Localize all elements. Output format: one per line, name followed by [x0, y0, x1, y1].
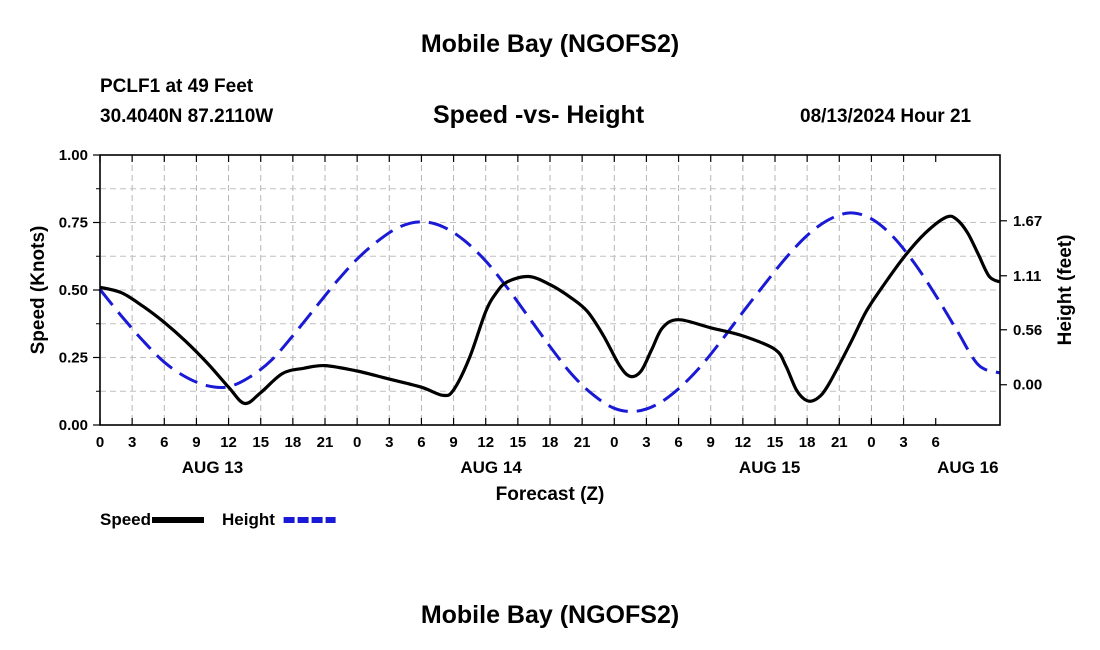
x-tick-label: 12 [477, 434, 494, 451]
right-y-axis-title: Height (feet) [1055, 235, 1076, 346]
x-tick-label: 6 [674, 434, 682, 451]
right-y-tick-label: 0.56 [1013, 322, 1042, 339]
left-y-tick-label: 0.00 [59, 417, 88, 434]
x-tick-label: 9 [707, 434, 715, 451]
x-tick-label: 3 [128, 434, 136, 451]
x-tick-label: 0 [610, 434, 618, 451]
speed-height-chart: 0 3 6 9 12 15 18 21 0 3 6 9 12 15 18 21 0 3 6 9 12 15 18 21 0 3 6A… [28, 147, 1076, 529]
right-y-tick-label: 1.11 [1013, 268, 1041, 285]
x-tick-label: 15 [767, 434, 784, 451]
x-tick-label: 3 [899, 434, 907, 451]
height-series-line [98, 211, 1001, 413]
x-tick-label: 9 [192, 434, 200, 451]
station-label: PCLF1 at 49 Feet [100, 76, 254, 97]
x-tick-label: 18 [799, 434, 816, 451]
x-tick-label: 21 [831, 434, 848, 451]
x-tick-label: 12 [220, 434, 237, 451]
left-y-tick-label: 0.25 [59, 350, 88, 367]
station-coordinates: 30.4040N 87.2110W [100, 106, 274, 127]
x-tick-label: 21 [317, 434, 334, 451]
x-tick-label: 6 [417, 434, 425, 451]
x-tick-label: 6 [932, 434, 940, 451]
series-layer [98, 211, 1001, 413]
x-tick-label: 3 [642, 434, 650, 451]
legend-label-speed: Speed [100, 510, 151, 529]
date-label: AUG 14 [460, 458, 522, 477]
x-tick-label: 15 [252, 434, 269, 451]
legend-label-height: Height [222, 510, 275, 529]
left-y-axis-title: Speed (Knots) [28, 226, 49, 355]
left-y-tick-label: 1.00 [59, 147, 88, 164]
axis-layer: 0 3 6 9 12 15 18 21 0 3 6 9 12 15 18 21 0 3 6 9 12 15 18 21 0 3 6A… [28, 147, 1076, 505]
x-tick-label: 12 [735, 434, 752, 451]
x-tick-label: 15 [510, 434, 527, 451]
x-tick-label: 9 [449, 434, 457, 451]
left-y-tick-label: 0.75 [59, 215, 88, 232]
x-tick-label: 0 [353, 434, 361, 451]
page-title: Mobile Bay (NGOFS2) [420, 30, 680, 58]
x-tick-label: 18 [285, 434, 302, 451]
footer-title: Mobile Bay (NGOFS2) [420, 601, 680, 629]
x-tick-label: 0 [867, 434, 875, 451]
x-tick-label: 21 [574, 434, 591, 451]
grid-layer [100, 155, 1000, 425]
x-tick-label: 6 [160, 434, 168, 451]
date-label: AUG 13 [182, 458, 243, 477]
x-axis-title: Forecast (Z) [496, 484, 605, 505]
speed-series-line [99, 214, 1001, 406]
right-y-tick-label: 0.00 [1013, 377, 1042, 394]
legend-layer: Speed Height [100, 510, 336, 529]
right-y-tick-label: 1.67 [1013, 213, 1042, 230]
x-tick-label: 0 [96, 434, 104, 451]
x-tick-label: 3 [385, 434, 393, 451]
x-tick-label: 18 [542, 434, 559, 451]
left-y-tick-label: 0.50 [59, 282, 88, 299]
date-label: AUG 16 [937, 458, 998, 477]
date-label: AUG 15 [739, 458, 800, 477]
forecast-datetime: 08/13/2024 Hour 21 [800, 106, 972, 127]
chart-subtitle: Speed -vs- Height [433, 101, 645, 129]
